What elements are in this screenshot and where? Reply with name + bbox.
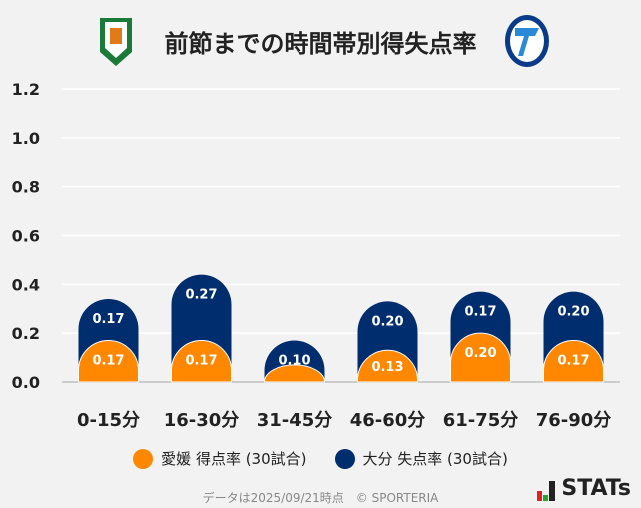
data-label: 0.13: [371, 360, 403, 375]
legend-label: 大分 失点率 (30試合): [362, 450, 508, 468]
stats-bars-icon: [537, 481, 556, 501]
data-label: 0.20: [371, 314, 403, 329]
y-tick-label: 0.0: [12, 373, 40, 392]
legend-swatch: [133, 448, 154, 469]
y-tick-label: 0.2: [12, 324, 40, 343]
data-label: 0.17: [92, 312, 124, 327]
bar-ehime: [357, 349, 418, 383]
x-tick-label: 16-30分: [164, 410, 240, 431]
data-label: 0.20: [464, 346, 496, 361]
footer-note: データは2025/09/21時点 © SPORTERIA: [202, 491, 439, 505]
bar-chart: 0.0 0.2 0.4 0.6 0.8 1.0 1.2 0.17 0.17 0-15分 0.17 0.…: [12, 80, 620, 431]
chart-title: 前節までの時間帯別得失点率: [164, 30, 477, 58]
ehime-logo: [96, 14, 136, 68]
data-label: 0.17: [464, 305, 496, 320]
bar-ehime: [78, 340, 139, 383]
data-label: 0.17: [557, 353, 589, 368]
data-label: 0.20: [557, 305, 589, 320]
legend-item-oita: 大分 失点率 (30試合): [334, 448, 508, 469]
x-tick-label: 31-45分: [257, 410, 333, 431]
oita-logo: [503, 14, 551, 68]
data-label: 0.10: [278, 353, 310, 368]
data-label: 0.17: [185, 353, 217, 368]
stats-logo: STATs: [537, 476, 631, 501]
bar-ehime: [171, 340, 232, 383]
data-label: 0.27: [185, 288, 217, 303]
legend-swatch: [334, 448, 355, 469]
bar-ehime: [543, 340, 604, 383]
y-tick-label: 1.0: [12, 129, 40, 148]
y-tick-label: 0.6: [12, 227, 40, 246]
x-tick-label: 0-15分: [77, 410, 140, 431]
legend-label: 愛媛 得点率 (30試合): [161, 450, 307, 468]
bar-ehime: [450, 332, 511, 383]
bar-ehime: [263, 364, 326, 383]
y-tick-label: 0.4: [12, 275, 40, 294]
legend: 愛媛 得点率 (30試合) 大分 失点率 (30試合): [0, 448, 641, 469]
x-tick-label: 76-90分: [536, 410, 612, 431]
legend-item-ehime: 愛媛 得点率 (30試合): [133, 448, 307, 469]
x-tick-label: 61-75分: [443, 410, 519, 431]
y-tick-label: 1.2: [12, 80, 40, 99]
stats-text: STATs: [561, 476, 631, 501]
y-tick-label: 0.8: [12, 178, 40, 197]
data-label: 0.17: [92, 353, 124, 368]
x-tick-label: 46-60分: [350, 410, 426, 431]
